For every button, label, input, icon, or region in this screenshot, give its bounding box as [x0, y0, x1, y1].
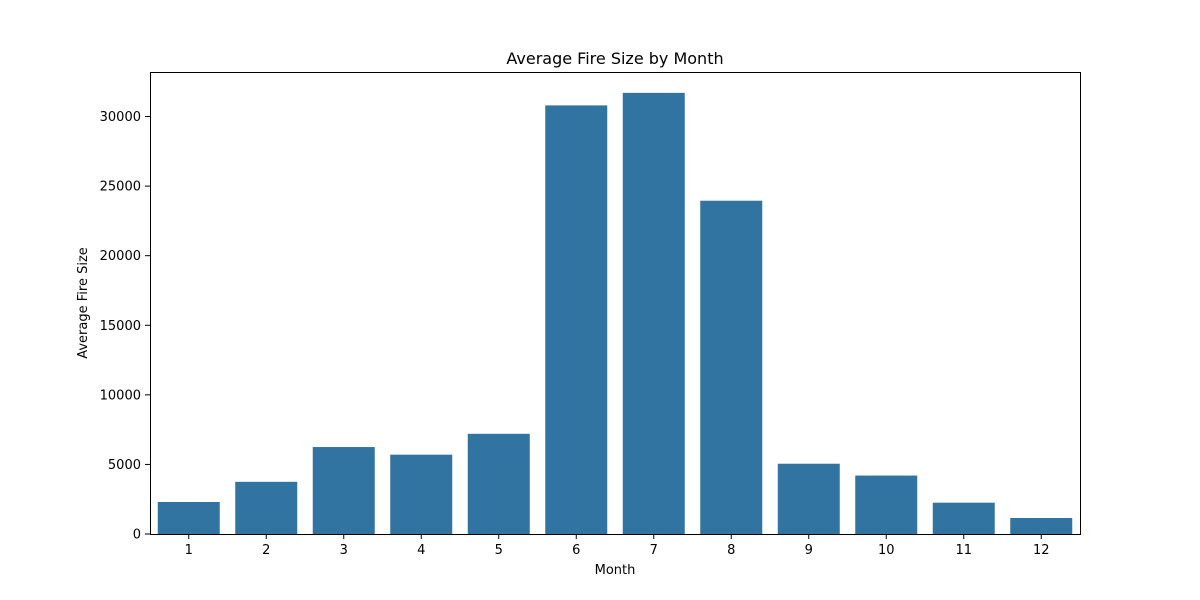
bar-month-11 — [932, 502, 995, 534]
bar-month-2 — [235, 481, 298, 534]
x-tick-label-1: 1 — [185, 543, 193, 558]
bar-month-12 — [1010, 518, 1073, 534]
x-tick-label-7: 7 — [650, 543, 658, 558]
bar-month-5 — [467, 433, 530, 534]
x-tick-label-12: 12 — [1033, 543, 1050, 558]
y-tick-label-15000: 15000 — [100, 319, 141, 334]
bar-month-7 — [622, 92, 685, 535]
y-tick-label-10000: 10000 — [100, 388, 141, 403]
bar-month-1 — [157, 501, 220, 534]
x-tick-label-4: 4 — [417, 543, 425, 558]
x-tick-label-6: 6 — [572, 543, 580, 558]
plot-frame — [150, 72, 1081, 535]
chart-title: Average Fire Size by Month — [506, 49, 723, 68]
y-tick-label-0: 0 — [133, 528, 141, 543]
x-tick-label-10: 10 — [878, 543, 895, 558]
x-tick-label-5: 5 — [495, 543, 503, 558]
x-axis-label: Month — [595, 563, 636, 578]
bar-month-10 — [855, 475, 918, 534]
bar-month-3 — [312, 447, 375, 534]
bar-month-6 — [545, 105, 608, 535]
y-tick-label-25000: 25000 — [100, 180, 141, 195]
x-tick-label-11: 11 — [955, 543, 972, 558]
y-axis-label: Average Fire Size — [76, 247, 91, 359]
y-tick-label-5000: 5000 — [108, 458, 141, 473]
bar-month-4 — [390, 454, 453, 534]
bar-month-9 — [777, 463, 840, 534]
y-tick-label-30000: 30000 — [100, 110, 141, 125]
bar-month-8 — [700, 200, 763, 534]
y-axis: 0 5000 10000 15000 20000 25000 30000 — [100, 110, 150, 543]
x-tick-label-3: 3 — [340, 543, 348, 558]
y-tick-label-20000: 20000 — [100, 249, 141, 264]
x-axis: 1 2 3 4 5 6 7 8 9 10 11 12 — [185, 534, 1050, 558]
bars-group — [157, 92, 1073, 535]
x-tick-label-8: 8 — [727, 543, 735, 558]
x-tick-label-2: 2 — [262, 543, 270, 558]
x-tick-label-9: 9 — [805, 543, 813, 558]
